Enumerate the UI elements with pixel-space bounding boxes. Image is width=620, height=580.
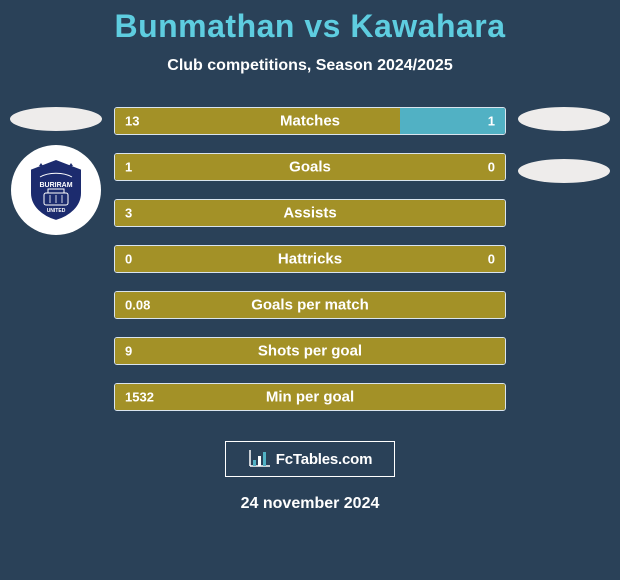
stat-row: Hattricks00 (114, 245, 506, 273)
svg-text:BURIRAM: BURIRAM (39, 182, 72, 189)
brand-box: FcTables.com (225, 441, 395, 477)
stat-bars: Matches131 Goals10 Assists3 Hattricks00 Goal… (114, 107, 506, 411)
right-team-ellipse-1 (518, 107, 610, 131)
stat-row: Goals10 (114, 153, 506, 181)
stat-row: Min per goal1532 (114, 383, 506, 411)
left-team-ellipse (10, 107, 102, 131)
stat-row: Matches131 (114, 107, 506, 135)
right-team-ellipse-2 (518, 159, 610, 183)
right-team-column (514, 107, 614, 183)
stat-seg-left (115, 338, 505, 364)
subtitle: Club competitions, Season 2024/2025 (0, 57, 620, 75)
comparison-panel: BURIRAM UNITED Matches131 Goals10 Assists3… (0, 107, 620, 411)
svg-text:UNITED: UNITED (47, 208, 66, 214)
stat-seg-right (400, 108, 505, 134)
left-team-column: BURIRAM UNITED (6, 107, 106, 235)
stat-seg-left (115, 200, 505, 226)
stat-row: Goals per match0.08 (114, 291, 506, 319)
stat-seg-left (115, 154, 505, 180)
bar-chart-icon (248, 450, 270, 468)
stat-row: Assists3 (114, 199, 506, 227)
stat-seg-left (115, 384, 505, 410)
page-title: Bunmathan vs Kawahara (0, 0, 620, 45)
stat-seg-left (115, 246, 505, 272)
stat-seg-left (115, 292, 505, 318)
brand-name: FcTables.com (276, 451, 373, 468)
buriram-crest-icon: BURIRAM UNITED (26, 157, 86, 223)
date-label: 24 november 2024 (0, 495, 620, 513)
stat-seg-left (115, 108, 400, 134)
left-team-badge: BURIRAM UNITED (11, 145, 101, 235)
stat-row: Shots per goal9 (114, 337, 506, 365)
